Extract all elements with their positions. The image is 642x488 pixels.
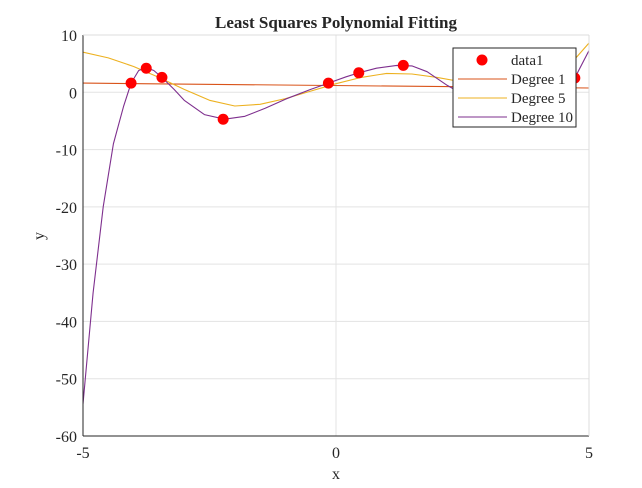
y-tick-label: -30 (56, 257, 77, 274)
data-point (125, 77, 137, 89)
y-tick-label: -40 (56, 314, 77, 331)
legend-label: Degree 5 (511, 91, 566, 107)
chart-title: Least Squares Polynomial Fitting (215, 13, 457, 32)
y-tick-label: -60 (56, 429, 77, 446)
legend-label: data1 (511, 53, 543, 69)
y-tick-label: 0 (69, 85, 77, 102)
y-tick-label: -50 (56, 372, 77, 389)
y-tick-label: -10 (56, 143, 77, 160)
legend-label: Degree 1 (511, 72, 566, 88)
x-axis-label: x (332, 466, 340, 483)
y-tick-label: 10 (61, 28, 77, 45)
legend-label: Degree 10 (511, 110, 573, 126)
legend-marker (476, 54, 488, 66)
y-axis-label: y (31, 232, 48, 240)
x-tick-label: 0 (332, 445, 340, 462)
x-tick-label: 5 (585, 445, 593, 462)
x-tick-label: -5 (76, 445, 89, 462)
data-point (217, 113, 229, 125)
data-point (322, 77, 334, 89)
legend[interactable]: data1 Degree 1 Degree 5 Degree 10 (452, 47, 577, 128)
data-point (353, 67, 365, 79)
data-point (156, 71, 168, 83)
data-point (140, 62, 152, 74)
y-tick-label: -20 (56, 200, 77, 217)
data-point (397, 59, 409, 71)
